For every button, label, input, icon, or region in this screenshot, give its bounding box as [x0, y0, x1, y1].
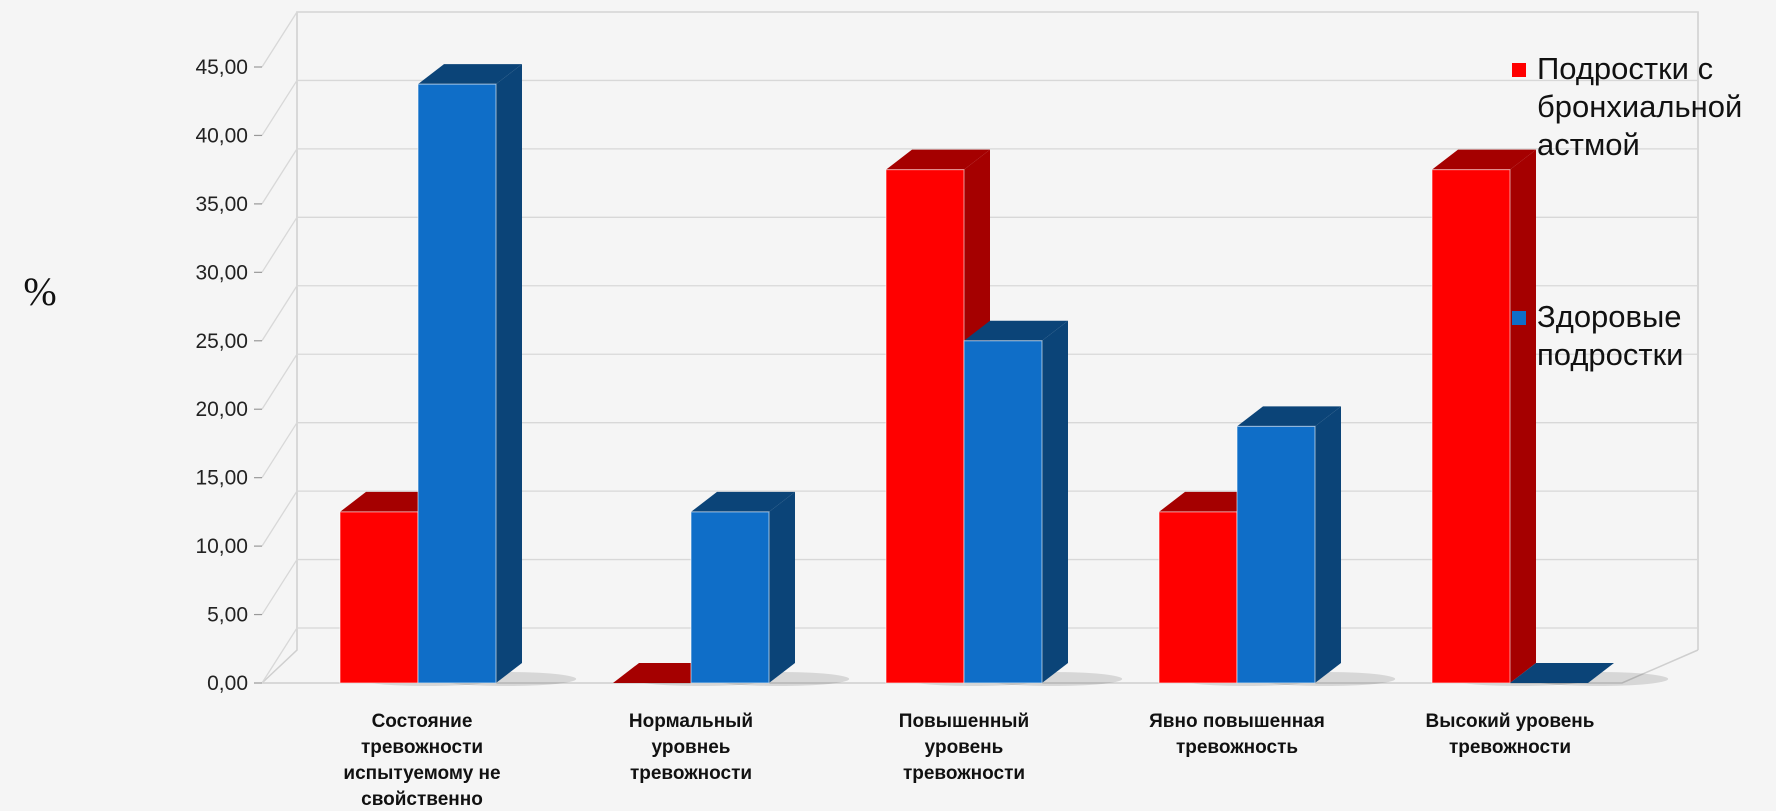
y-axis-ticks: 0,00 5,00 10,00 15,00 20,00 25,00 30,00 35,00 40…	[195, 56, 262, 695]
gridline-diagonal	[261, 80, 298, 136]
gridline-diagonal	[261, 285, 298, 342]
bar-front	[339, 511, 419, 684]
gridline-diagonal	[261, 216, 298, 273]
bar-series2-cat3	[963, 320, 1123, 686]
bars	[339, 64, 1669, 686]
y-tick-label: 15,00	[195, 467, 248, 490]
bar-front	[417, 83, 497, 684]
x-tick-label: Состояние	[372, 711, 473, 732]
bar-series2-cat1	[417, 64, 577, 686]
legend-label-1: бронхиальной	[1537, 89, 1742, 124]
legend-swatch-2	[1512, 311, 1526, 325]
y-tick-label: 40,00	[195, 124, 248, 147]
bar-series1-cat3	[885, 149, 1045, 686]
bar-top	[1432, 149, 1536, 170]
bar-front	[1431, 169, 1511, 684]
x-tick-label: Явно повышенная	[1149, 711, 1325, 732]
x-tick-label: тревожности	[361, 737, 483, 758]
x-tick-label: уровнеь	[652, 737, 731, 758]
bar-side	[496, 64, 522, 684]
y-tick-label: 35,00	[195, 193, 248, 216]
bar-top	[964, 320, 1068, 341]
x-tick-label: тревожность	[1176, 737, 1298, 758]
gridline-diagonal	[261, 148, 298, 205]
y-tick-label: 20,00	[195, 398, 248, 421]
bar-side	[769, 491, 795, 683]
bar-front	[885, 169, 965, 684]
gridline-diagonal	[261, 353, 298, 410]
x-axis-labels: Состояние тревожности испытуемому не свойст…	[343, 711, 1594, 810]
bar-side	[1042, 320, 1068, 683]
y-tick-label: 25,00	[195, 330, 248, 353]
gridline-diagonal	[261, 422, 298, 479]
x-tick-label: Высокий уровень	[1426, 711, 1595, 732]
bar-front	[963, 340, 1043, 684]
bar-front	[690, 511, 770, 684]
gridline-diagonal	[261, 627, 298, 684]
gridline-diagonal	[261, 559, 298, 615]
bar-series2-cat5	[1510, 663, 1669, 686]
x-tick-label: Нормальный	[629, 711, 753, 732]
y-axis-label: %	[23, 269, 56, 314]
x-tick-label: испытуемому не	[343, 763, 500, 784]
x-tick-label: Повышенный	[899, 711, 1029, 732]
y-tick-label: 0,00	[207, 672, 248, 695]
bar-top	[886, 149, 990, 170]
bar-side	[1510, 149, 1536, 683]
bar-front	[1158, 511, 1238, 684]
legend-label-2: Здоровые	[1537, 299, 1682, 334]
bar-top	[1510, 663, 1614, 683]
bar-top	[1237, 406, 1341, 427]
bar-series2-cat2	[690, 491, 850, 686]
bar-top	[418, 64, 522, 85]
legend-label-1: астмой	[1537, 127, 1640, 162]
x-tick-label: свойственно	[361, 789, 483, 810]
y-tick-label: 30,00	[195, 261, 248, 284]
y-tick-label: 5,00	[207, 604, 248, 627]
legend-swatch-1	[1512, 63, 1526, 77]
y-tick-label: 45,00	[195, 56, 248, 79]
y-tick-label: 10,00	[195, 535, 248, 558]
bar-front	[1236, 425, 1316, 684]
bar-top	[691, 491, 795, 512]
x-tick-label: тревожности	[903, 763, 1025, 784]
bar-series2-cat4	[1236, 406, 1396, 686]
gridline-diagonal	[261, 490, 298, 547]
x-tick-label: тревожности	[1449, 737, 1571, 758]
x-tick-label: тревожности	[630, 763, 752, 784]
legend-label-1: Подростки с	[1537, 51, 1713, 86]
bar-side	[1315, 406, 1341, 683]
x-tick-label: уровень	[925, 737, 1004, 758]
bar-series1-cat5	[1431, 149, 1591, 686]
legend-label-2: подростки	[1537, 337, 1684, 372]
gridline-diagonal	[261, 11, 298, 68]
